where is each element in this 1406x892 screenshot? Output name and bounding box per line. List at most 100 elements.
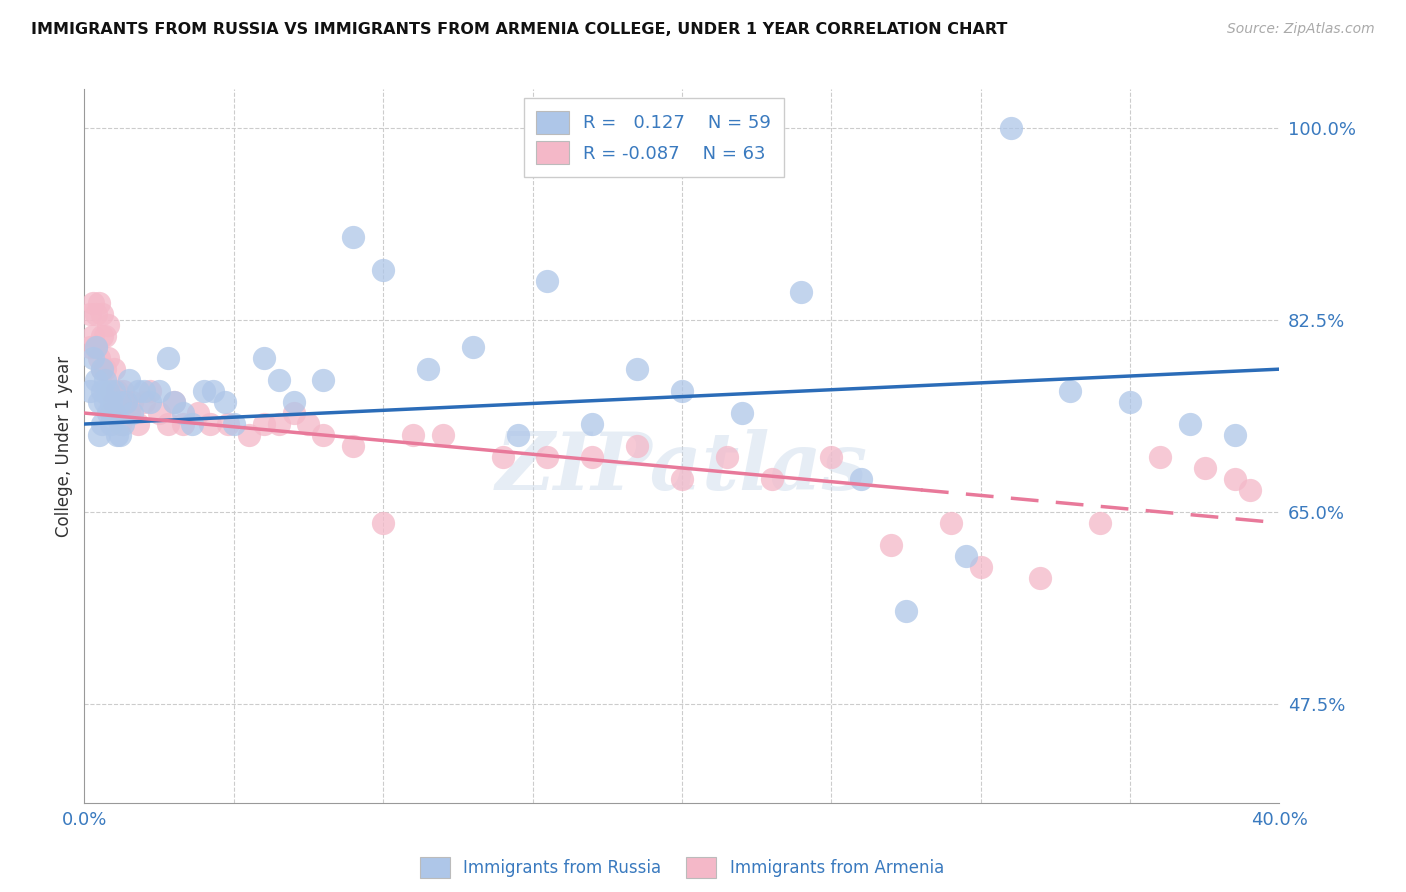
Point: [110, 395, 132, 409]
Point: [536, 450, 558, 464]
Point: [536, 274, 558, 288]
Point: [894, 604, 917, 618]
Point: [91, 362, 114, 376]
Point: [172, 417, 194, 431]
Point: [1239, 483, 1261, 497]
Point: [121, 406, 143, 420]
Point: [121, 395, 143, 409]
Point: [214, 395, 236, 409]
Point: [105, 428, 128, 442]
Point: [94, 362, 117, 376]
Point: [820, 450, 842, 464]
Point: [1223, 428, 1246, 442]
Point: [110, 417, 132, 431]
Point: [1178, 417, 1201, 431]
Point: [127, 384, 149, 398]
Point: [112, 384, 135, 398]
Point: [82, 296, 104, 310]
Point: [79, 384, 101, 398]
Text: ZIPatlas: ZIPatlas: [496, 429, 868, 506]
Point: [1000, 120, 1022, 135]
Point: [626, 439, 648, 453]
Point: [103, 395, 125, 409]
Point: [100, 384, 122, 398]
Point: [312, 428, 335, 442]
Point: [253, 351, 276, 366]
Point: [91, 417, 114, 431]
Point: [267, 417, 290, 431]
Point: [118, 373, 141, 387]
Point: [970, 559, 993, 574]
Point: [110, 395, 132, 409]
Point: [1119, 395, 1142, 409]
Point: [86, 340, 108, 354]
Point: [181, 417, 204, 431]
Point: [97, 351, 120, 366]
Point: [132, 384, 156, 398]
Point: [790, 285, 813, 300]
Point: [222, 417, 245, 431]
Point: [283, 406, 305, 420]
Point: [94, 373, 117, 387]
Point: [118, 406, 141, 420]
Point: [86, 340, 108, 354]
Text: Source: ZipAtlas.com: Source: ZipAtlas.com: [1227, 22, 1375, 37]
Point: [267, 373, 290, 387]
Point: [187, 406, 209, 420]
Point: [103, 406, 125, 420]
Point: [201, 384, 224, 398]
Point: [1223, 472, 1246, 486]
Point: [97, 318, 120, 333]
Point: [100, 395, 122, 409]
Point: [86, 307, 108, 321]
Point: [432, 428, 454, 442]
Point: [91, 329, 114, 343]
Point: [115, 395, 138, 409]
Point: [105, 384, 128, 398]
Point: [626, 362, 648, 376]
Y-axis label: College, Under 1 year: College, Under 1 year: [55, 355, 73, 537]
Point: [157, 417, 180, 431]
Point: [851, 472, 873, 486]
Point: [253, 417, 276, 431]
Point: [89, 296, 111, 310]
Point: [581, 450, 603, 464]
Point: [91, 307, 114, 321]
Point: [1194, 461, 1216, 475]
Point: [97, 384, 120, 398]
Point: [1029, 571, 1052, 585]
Point: [82, 329, 104, 343]
Point: [112, 417, 135, 431]
Point: [139, 395, 162, 409]
Point: [1149, 450, 1171, 464]
Point: [148, 384, 170, 398]
Point: [671, 472, 693, 486]
Point: [89, 428, 111, 442]
Point: [115, 395, 138, 409]
Point: [731, 406, 754, 420]
Point: [217, 417, 239, 431]
Point: [163, 395, 186, 409]
Point: [86, 373, 108, 387]
Point: [148, 406, 170, 420]
Point: [100, 417, 122, 431]
Point: [342, 230, 364, 244]
Point: [79, 340, 101, 354]
Point: [94, 395, 117, 409]
Point: [506, 428, 529, 442]
Point: [103, 362, 125, 376]
Point: [193, 384, 215, 398]
Point: [581, 417, 603, 431]
Point: [91, 384, 114, 398]
Point: [716, 450, 738, 464]
Point: [671, 384, 693, 398]
Point: [172, 406, 194, 420]
Point: [139, 384, 162, 398]
Point: [761, 472, 783, 486]
Point: [157, 351, 180, 366]
Point: [880, 538, 903, 552]
Point: [127, 417, 149, 431]
Point: [373, 263, 395, 277]
Point: [103, 384, 125, 398]
Point: [89, 395, 111, 409]
